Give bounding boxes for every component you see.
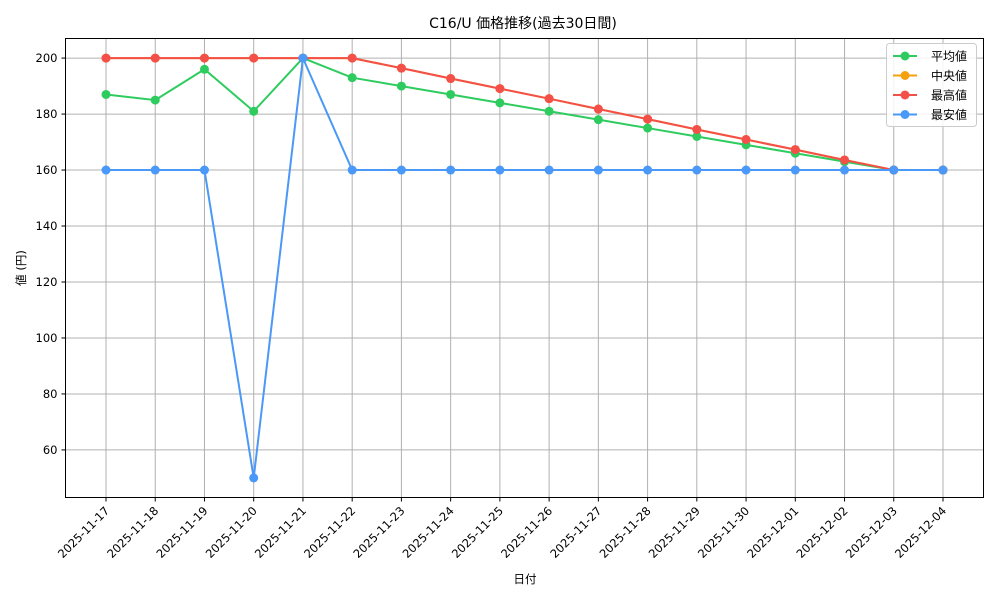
data-point (150, 165, 160, 175)
data-point (446, 89, 456, 99)
x-axis-label: 日付 (514, 572, 537, 586)
y-tick-label: 160 (36, 163, 58, 177)
data-point (643, 123, 653, 133)
data-point (593, 115, 603, 125)
series-line (106, 54, 943, 479)
y-tick-label: 180 (36, 107, 58, 121)
y-tick-label: 60 (43, 443, 58, 457)
data-point (396, 63, 406, 73)
data-point (446, 74, 456, 84)
legend-label: 平均値 (931, 49, 967, 64)
y-tick-label: 80 (43, 387, 58, 401)
data-point (692, 131, 702, 141)
series-layer (101, 53, 948, 483)
data-point (544, 165, 554, 175)
legend-swatch-marker (900, 90, 910, 100)
data-point (101, 165, 111, 175)
y-axis-label: 値 (円) (14, 250, 28, 286)
series-line (105, 56, 943, 172)
y-tick-label: 140 (36, 219, 58, 233)
data-point (396, 81, 406, 91)
data-point (150, 95, 160, 105)
data-point (150, 53, 160, 63)
data-point (790, 145, 800, 155)
data-point (840, 155, 850, 165)
data-point (544, 106, 554, 116)
data-point (741, 165, 751, 175)
data-point (790, 165, 800, 175)
legend-label: 中央値 (931, 68, 967, 83)
data-point (249, 53, 259, 63)
y-tick-label: 120 (36, 275, 58, 289)
legend-box (886, 43, 977, 127)
data-point (199, 64, 209, 74)
data-point (495, 165, 505, 175)
data-point (199, 53, 209, 63)
data-point (396, 165, 406, 175)
data-point (889, 165, 899, 175)
data-point (495, 98, 505, 108)
data-point (692, 165, 702, 175)
legend-swatch-marker (900, 110, 910, 119)
data-point (298, 53, 308, 63)
plot-frame (65, 38, 984, 498)
data-point (347, 165, 357, 175)
legend-swatch-marker (900, 51, 910, 61)
grid-lines (65, 38, 984, 498)
series-3 (101, 53, 948, 483)
data-point (199, 165, 209, 175)
legend-swatch-marker (900, 71, 910, 80)
data-point (840, 165, 850, 175)
data-point (446, 165, 456, 175)
data-point (101, 53, 111, 63)
data-point (643, 114, 653, 124)
data-point (643, 165, 653, 175)
chart-title: C16/U 価格推移(過去30日間) (429, 16, 617, 32)
data-point (347, 53, 357, 63)
y-tick-label: 200 (36, 51, 58, 65)
data-point (347, 73, 357, 83)
data-point (101, 89, 111, 99)
legend-label: 最高値 (931, 88, 967, 103)
data-point (249, 473, 259, 483)
legend-label: 最安値 (931, 107, 967, 122)
data-point (544, 94, 554, 104)
data-point (938, 165, 948, 175)
y-tick-label: 100 (36, 331, 58, 345)
data-point (495, 84, 505, 94)
data-point (741, 135, 751, 145)
data-point (593, 165, 603, 175)
data-point (692, 124, 702, 134)
series-line (106, 57, 943, 172)
data-point (249, 106, 259, 116)
data-point (593, 104, 603, 114)
y-axis-ticks: 60 80 100 120 140 160 180 200 (36, 51, 66, 457)
